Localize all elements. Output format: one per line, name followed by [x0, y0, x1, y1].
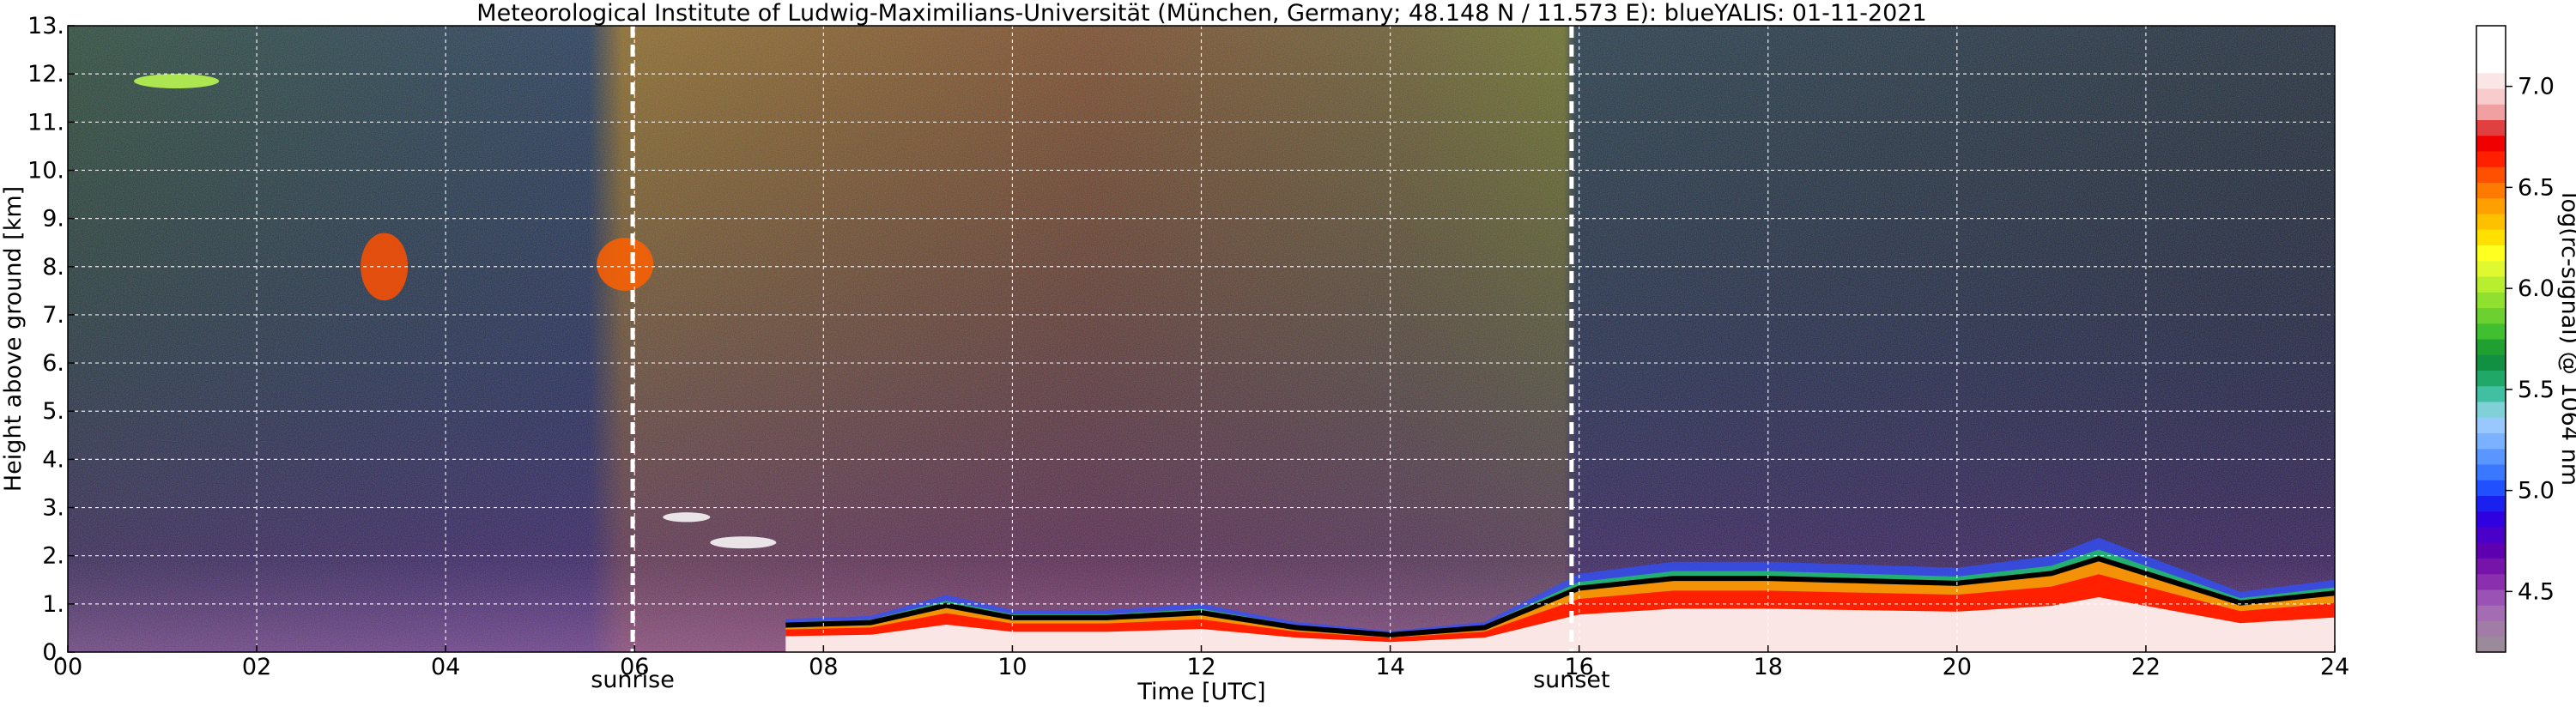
x-tick-label: 22 — [2131, 654, 2161, 680]
x-tick-label: 12 — [1186, 654, 1215, 680]
x-tick-label: 06 — [620, 654, 649, 680]
colorbar-segment — [2476, 511, 2506, 528]
colorbar-segment — [2476, 41, 2506, 57]
y-tick-label: 12. — [27, 61, 64, 88]
y-tick-label: 1. — [42, 591, 64, 618]
colorbar-segment — [2476, 57, 2506, 74]
y-tick-label: 7. — [42, 302, 64, 329]
colorbar-segment — [2476, 119, 2506, 136]
x-axis-ticks: 00 02 04 06 08 10 12 14 16 18 20 22 24 — [53, 645, 2349, 680]
colorbar-segment — [2476, 182, 2506, 199]
colorbar-segment — [2476, 620, 2506, 638]
colorbar-segment — [2476, 214, 2506, 230]
y-tick-label: 6. — [42, 350, 64, 377]
colorbar-tick-label: 4.5 — [2518, 578, 2555, 605]
sun-marker-labels: sunrise sunset — [591, 667, 1609, 693]
colorbar-frame — [2476, 25, 2506, 653]
y-tick-label: 2. — [42, 543, 64, 570]
x-tick-label: 18 — [1754, 654, 1783, 680]
y-axis-ticks: 0. 1. 2. 3. 4. 5. 6. 7. 8. 9. 10. 11. 12. 13. — [27, 13, 75, 666]
colorbar-segment — [2476, 292, 2506, 308]
x-tick-label: 08 — [809, 654, 838, 680]
y-tick-label: 8. — [42, 254, 64, 281]
signal-noise — [68, 26, 2335, 652]
colorbar-segment — [2476, 151, 2506, 167]
boundary-layer — [785, 537, 2335, 652]
colorbar-segment — [2476, 104, 2506, 120]
cirrus-patch — [597, 238, 654, 291]
low-cloud-patch — [663, 512, 711, 523]
colorbar-segment — [2476, 402, 2506, 418]
colorbar-segment — [2476, 245, 2506, 262]
y-tick-label: 0. — [42, 639, 64, 666]
colorbar-segment — [2476, 276, 2506, 293]
colorbar-segment — [2476, 229, 2506, 245]
x-tick-label: 04 — [431, 654, 460, 680]
y-tick-label: 9. — [42, 206, 64, 233]
colorbar-segment — [2476, 417, 2506, 433]
colorbar-tick-label: 7.0 — [2518, 74, 2555, 100]
colorbar-segment — [2476, 323, 2506, 340]
colorbar-segment — [2476, 307, 2506, 324]
y-tick-label: 11. — [27, 109, 64, 136]
colorbar-segment — [2476, 605, 2506, 621]
colorbar-segment — [2476, 636, 2506, 653]
y-axis-label: Height above ground [km] — [0, 186, 27, 492]
sun-markers — [630, 26, 1574, 652]
colorbar-segment — [2476, 26, 2506, 42]
colorbar-segment — [2476, 495, 2506, 512]
x-tick-label: 20 — [1943, 654, 1972, 680]
y-tick-label: 5. — [42, 398, 64, 425]
low-cloud-patch — [710, 536, 777, 549]
colorbar-segment — [2476, 432, 2506, 450]
colorbar-segment — [2476, 135, 2506, 152]
colorbar-segment — [2476, 88, 2506, 105]
colorbar-segment — [2476, 72, 2506, 89]
x-tick-label: 02 — [242, 654, 271, 680]
x-tick-label: 10 — [997, 654, 1027, 680]
y-tick-label: 10. — [27, 157, 64, 184]
x-tick-label: 14 — [1375, 654, 1404, 680]
plot-area — [68, 26, 2335, 652]
colorbar-segment — [2476, 480, 2506, 496]
thin-cloud-patch — [134, 74, 220, 88]
colorbar-segment — [2476, 339, 2506, 355]
y-tick-label: 4. — [42, 446, 64, 473]
colorbar-segment — [2476, 527, 2506, 543]
x-tick-label: 16 — [1564, 654, 1593, 680]
colorbar-segment — [2476, 573, 2506, 590]
colorbar-segment — [2476, 589, 2506, 606]
colorbar-segment — [2476, 354, 2506, 371]
colorbar-tick-label: 6.0 — [2518, 275, 2555, 302]
boundary-layer-band — [785, 596, 2335, 652]
colorbar-segment — [2476, 542, 2506, 559]
colorbar-segment — [2476, 370, 2506, 387]
x-tick-label: 00 — [53, 654, 82, 680]
y-tick-label: 13. — [27, 13, 64, 39]
colorbar-segment — [2476, 260, 2506, 277]
marker-label: sunset — [1533, 667, 1610, 693]
colorbar-segment — [2476, 464, 2506, 480]
colorbar-tick-label: 5.5 — [2518, 377, 2555, 403]
colorbar-tick-label: 6.5 — [2518, 174, 2555, 201]
colorbar-label: log(rc-signal) @ 1064 nm — [2556, 192, 2576, 486]
colorbar-segment — [2476, 197, 2506, 215]
colorbar: 4.5 5.0 5.5 6.0 6.5 7.0 — [2476, 25, 2555, 653]
colorbar-segment — [2476, 448, 2506, 465]
x-axis-label: Time [UTC] — [1136, 679, 1265, 705]
marker-label: sunrise — [591, 667, 675, 693]
colorbar-tick-label: 5.0 — [2518, 478, 2555, 505]
x-tick-label: 24 — [2320, 654, 2349, 680]
colorbar-segment — [2476, 558, 2506, 575]
colorbar-segment — [2476, 385, 2506, 402]
chart-title: Meteorological Institute of Ludwig-Maxim… — [476, 0, 1926, 27]
colorbar-segment — [2476, 166, 2506, 183]
y-tick-label: 3. — [42, 495, 64, 522]
